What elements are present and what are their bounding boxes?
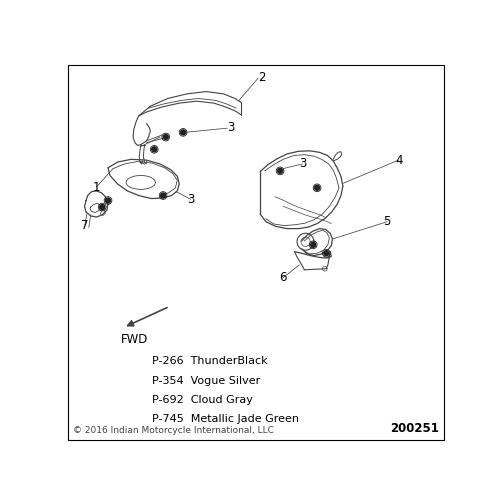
Text: 6: 6	[280, 271, 287, 284]
Text: 200251: 200251	[390, 422, 439, 436]
Text: FWD: FWD	[120, 332, 148, 345]
Text: 3: 3	[299, 158, 306, 170]
Circle shape	[278, 168, 282, 173]
Text: 4: 4	[395, 154, 402, 166]
Circle shape	[152, 147, 156, 152]
Text: P-354  Vogue Silver: P-354 Vogue Silver	[152, 376, 260, 386]
Circle shape	[180, 130, 186, 135]
Circle shape	[314, 186, 320, 190]
Circle shape	[310, 242, 316, 248]
Text: P-745  Metallic Jade Green: P-745 Metallic Jade Green	[152, 414, 300, 424]
Circle shape	[324, 251, 329, 256]
Circle shape	[160, 193, 166, 198]
Circle shape	[100, 204, 105, 210]
Text: © 2016 Indian Motorcycle International, LLC: © 2016 Indian Motorcycle International, …	[74, 426, 274, 436]
Text: P-266  ThunderBlack: P-266 ThunderBlack	[152, 356, 268, 366]
Text: 2: 2	[258, 71, 266, 84]
Text: 5: 5	[384, 215, 391, 228]
Text: 3: 3	[187, 193, 194, 206]
Circle shape	[164, 134, 168, 140]
Text: P-692  Cloud Gray: P-692 Cloud Gray	[152, 395, 253, 405]
Text: 7: 7	[81, 219, 88, 232]
Text: 3: 3	[228, 121, 235, 134]
Circle shape	[106, 198, 110, 203]
Text: 1: 1	[92, 180, 100, 194]
